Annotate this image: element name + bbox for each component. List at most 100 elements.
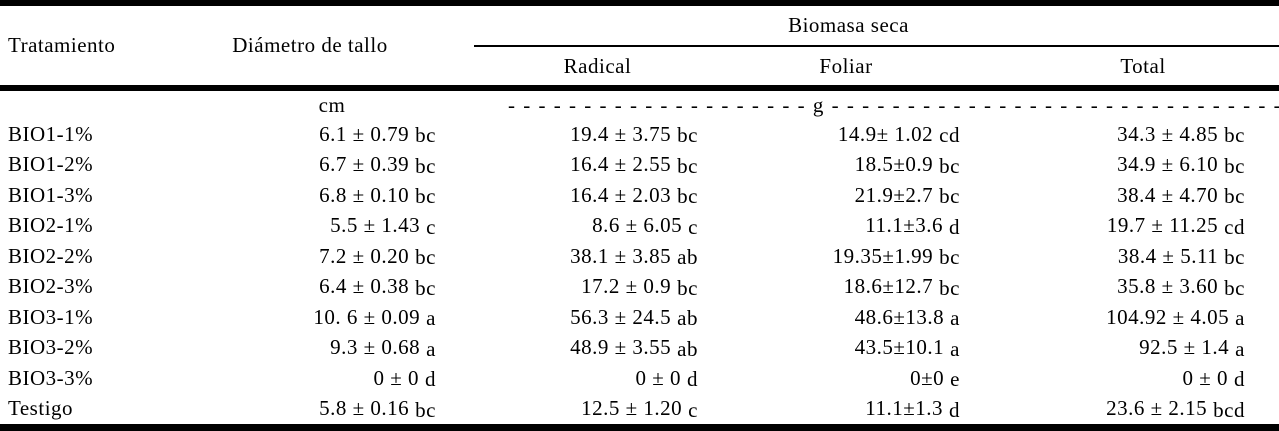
sig-letters: e [950, 367, 960, 392]
treatment-cell: BIO3-2% [8, 335, 94, 360]
foliar-cell: 18.6±12.7 bc [717, 274, 975, 300]
sig-letters: cd [1224, 214, 1245, 239]
table-row: BIO3-2% 9.3 ± 0.68 a 48.9 ± 3.55 ab 43.5±1… [0, 333, 1279, 364]
value: 9.3 ± 0.68 [330, 335, 421, 360]
sig-letters: bc [415, 153, 436, 178]
value: 10. 6 ± 0.09 [313, 304, 421, 329]
table-row: BIO2-3% 6.4 ± 0.38 bc 17.2 ± 0.9 bc 18.6±1… [0, 272, 1279, 303]
value: 38.1 ± 3.85 [570, 243, 672, 268]
sig-letters: bc [939, 245, 960, 270]
value: 92.5 ± 1.4 [1139, 335, 1230, 360]
value: 38.4 ± 5.11 [1117, 243, 1219, 268]
sig-letters: bc [415, 123, 436, 148]
header-stem-diameter: Diámetro de tallo [232, 33, 388, 57]
table-row: Testigo 5.8 ± 0.16 bc 12.5 ± 1.20 c 11.1±1… [0, 394, 1279, 425]
table-row: BIO3-1% 10. 6 ± 0.09 a 56.3 ± 24.5 ab 48.6… [0, 302, 1279, 333]
sig-letters: bc [677, 123, 698, 148]
diameter-cell: 5.8 ± 0.16 bc [160, 396, 460, 422]
value: 5.8 ± 0.16 [319, 396, 410, 421]
value: 48.9 ± 3.55 [570, 335, 672, 360]
value: 6.7 ± 0.39 [319, 152, 410, 177]
diameter-cell: 5.5 ± 1.43 c [160, 213, 460, 239]
value: 0 ± 0 [1182, 365, 1228, 390]
total-cell: 35.8 ± 3.60 bc [975, 274, 1279, 300]
radical-cell: 8.6 ± 6.05 c [460, 213, 717, 239]
header-foliar: Foliar [819, 53, 873, 78]
table-row: BIO2-2% 7.2 ± 0.20 bc 38.1 ± 3.85 ab 19.35… [0, 241, 1279, 272]
total-cell: 92.5 ± 1.4 a [975, 335, 1279, 361]
treatment-cell: BIO2-3% [8, 274, 94, 299]
sig-letters: a [950, 336, 960, 361]
sig-letters: bc [1224, 153, 1245, 178]
sig-letters: bcd [1213, 397, 1245, 422]
value: 6.4 ± 0.38 [319, 274, 410, 299]
total-cell: 104.92 ± 4.05 a [975, 304, 1279, 331]
sig-letters: d [949, 397, 960, 422]
diameter-cell: 10. 6 ± 0.09 a [160, 304, 460, 331]
value: 17.2 ± 0.9 [581, 274, 672, 299]
sig-letters: d [1234, 367, 1245, 392]
sig-letters: d [687, 367, 698, 392]
value: 6.1 ± 0.79 [319, 121, 410, 146]
sig-letters: bc [939, 153, 960, 178]
total-cell: 38.4 ± 4.70 bc [975, 183, 1279, 209]
sig-letters: bc [415, 397, 436, 422]
foliar-cell: 48.6±13.8 a [717, 305, 975, 331]
treatment-cell: BIO2-1% [8, 213, 94, 238]
foliar-cell: 0±0 e [717, 365, 975, 392]
value: 34.3 ± 4.85 [1117, 121, 1219, 146]
sig-letters: bc [415, 184, 436, 209]
value: 12.5 ± 1.20 [581, 396, 683, 421]
foliar-cell: 14.9± 1.02 cd [717, 122, 975, 148]
diameter-cell: 6.1 ± 0.79 bc [160, 121, 460, 148]
value: 0 ± 0 [373, 365, 419, 390]
value: 23.6 ± 2.15 [1106, 396, 1208, 421]
bottom-rule [0, 424, 1279, 431]
value: 8.6 ± 6.05 [592, 213, 683, 238]
sig-letters: ab [677, 336, 698, 361]
sig-letters: bc [939, 184, 960, 209]
treatment-cell: BIO1-2% [8, 152, 94, 177]
foliar-cell: 19.35±1.99 bc [717, 243, 975, 270]
radical-cell: 56.3 ± 24.5 ab [460, 304, 717, 331]
header-group-dry-biomass: Biomasa seca [474, 6, 1279, 47]
table-row: BIO1-1% 6.1 ± 0.79 bc 19.4 ± 3.75 bc 14.9±… [0, 119, 1279, 150]
sig-letters: d [425, 367, 436, 392]
sig-letters: a [426, 336, 436, 361]
sig-letters: bc [415, 245, 436, 270]
radical-cell: 38.1 ± 3.85 ab [460, 243, 717, 270]
foliar-cell: 11.1±3.6 d [717, 213, 975, 239]
sig-letters: bc [677, 153, 698, 178]
sig-letters: c [688, 397, 698, 422]
total-cell: 23.6 ± 2.15 bcd [975, 396, 1279, 422]
sig-letters: ab [677, 306, 698, 331]
table-header: Tratamiento Diámetro de tallo Biomasa se… [0, 6, 1279, 85]
value: 0 ± 0 [635, 365, 681, 390]
treatment-cell: BIO3-3% [8, 365, 94, 390]
value: 0±0 [910, 365, 945, 390]
radical-cell: 16.4 ± 2.03 bc [460, 183, 717, 209]
foliar-cell: 11.1±1.3 d [717, 396, 975, 422]
value: 104.92 ± 4.05 [1106, 304, 1230, 329]
value: 16.4 ± 2.55 [570, 152, 672, 177]
table-row: BIO1-3% 6.8 ± 0.10 bc 16.4 ± 2.03 bc 21.9±… [0, 180, 1279, 211]
value: 56.3 ± 24.5 [570, 304, 672, 329]
sig-letters: bc [415, 275, 436, 300]
treatment-cell: BIO1-3% [8, 182, 94, 207]
foliar-cell: 21.9±2.7 bc [717, 183, 975, 209]
value: 18.6±12.7 [843, 274, 934, 299]
sig-letters: bc [1224, 123, 1245, 148]
value: 19.35±1.99 [832, 243, 934, 268]
radical-cell: 19.4 ± 3.75 bc [460, 122, 717, 148]
value: 35.8 ± 3.60 [1117, 274, 1219, 299]
sig-letters: bc [677, 275, 698, 300]
treatment-cell: BIO1-1% [8, 121, 94, 146]
units-grams-dashed-line: - - - - - - - - - - - - - - - - - - - - … [508, 92, 1279, 117]
radical-cell: 48.9 ± 3.55 ab [460, 335, 717, 361]
units-row: cm - - - - - - - - - - - - - - - - - - -… [0, 91, 1279, 119]
diameter-cell: 9.3 ± 0.68 a [160, 335, 460, 361]
sig-letters: bc [677, 184, 698, 209]
